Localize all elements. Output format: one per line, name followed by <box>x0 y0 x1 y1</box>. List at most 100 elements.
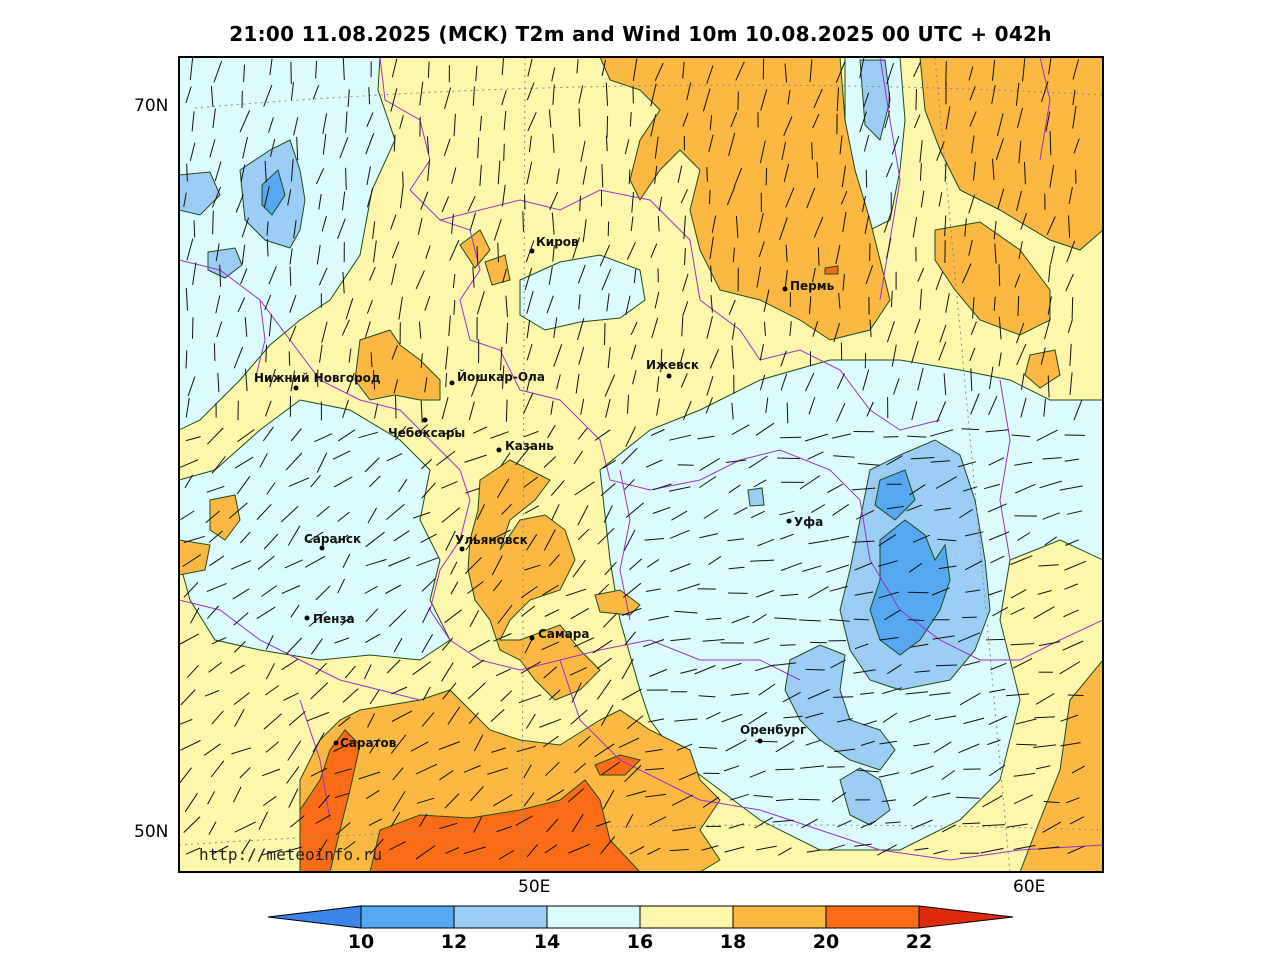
wind-barb <box>706 65 714 84</box>
wind-barb <box>573 762 587 774</box>
wind-barb <box>656 376 660 393</box>
wind-barb <box>501 184 506 207</box>
wind-barb <box>524 564 541 571</box>
wind-barb <box>206 582 227 593</box>
wind-barb <box>395 395 397 419</box>
wind-barb <box>879 740 898 745</box>
wind-barb <box>464 557 482 574</box>
wind-barb <box>467 195 476 212</box>
wind-barb <box>417 217 423 235</box>
wind-barb <box>497 604 513 624</box>
wind-barb <box>487 767 509 775</box>
wind-barb <box>217 372 220 393</box>
wind-barb <box>600 704 614 726</box>
wind-barb <box>668 486 691 492</box>
wind-barb <box>374 403 379 419</box>
wind-barb <box>240 268 248 285</box>
wind-barb <box>333 741 353 752</box>
wind-barb <box>342 271 345 294</box>
lon-label-50e: 50E <box>518 877 551 897</box>
wind-barb <box>938 192 943 207</box>
wind-barb <box>779 510 795 516</box>
wind-barb <box>1067 845 1085 854</box>
wind-barb <box>721 662 742 670</box>
wind-barb <box>753 795 773 798</box>
wind-barb <box>630 216 634 232</box>
wind-barb <box>288 477 310 487</box>
wind-barb <box>914 670 931 673</box>
wind-barb <box>965 589 981 593</box>
wind-barb <box>932 635 955 640</box>
wind-barb <box>386 453 403 462</box>
wind-barb <box>886 237 892 259</box>
wind-barb <box>441 637 454 651</box>
wind-barb <box>287 189 292 206</box>
wind-barb <box>801 818 818 829</box>
wind-barb <box>1016 743 1037 746</box>
wind-barb <box>1015 82 1020 106</box>
wind-barb <box>592 639 613 654</box>
wind-barb <box>345 111 348 133</box>
wind-barb <box>883 436 899 438</box>
wind-barb <box>415 424 429 436</box>
wind-barb <box>343 840 356 851</box>
wind-barb <box>215 295 221 314</box>
wind-barb <box>189 142 196 161</box>
wind-barb <box>179 510 195 521</box>
wind-barb <box>467 581 484 594</box>
wind-barb <box>854 843 872 847</box>
wind-barb <box>1041 80 1049 102</box>
colorbar-tick-20: 20 <box>812 931 840 953</box>
wind-barb <box>909 484 926 496</box>
wind-barb <box>973 161 976 181</box>
wind-barb <box>415 270 425 290</box>
wind-barb <box>451 167 457 184</box>
wind-barb <box>852 540 875 543</box>
wind-barb <box>316 245 321 265</box>
wind-barb <box>754 816 774 829</box>
wind-barb <box>730 112 738 128</box>
wind-barb <box>855 509 875 520</box>
wind-barb <box>293 117 299 136</box>
wind-barb <box>683 215 686 239</box>
wind-barb <box>811 142 813 160</box>
wind-barb <box>490 709 505 722</box>
wind-barb <box>886 505 904 510</box>
wind-barb <box>526 343 533 361</box>
wind-barb <box>816 161 819 179</box>
wind-barb <box>805 712 824 719</box>
wind-barb <box>1045 111 1051 132</box>
wind-barb <box>860 820 877 829</box>
wind-barb <box>674 718 698 722</box>
wind-barb <box>1020 397 1027 418</box>
wind-barb <box>931 587 950 596</box>
wind-barb <box>556 374 561 390</box>
wind-barb <box>551 212 555 235</box>
wind-barb <box>1014 461 1033 466</box>
wind-barb <box>476 504 485 520</box>
wind-barb <box>289 815 305 828</box>
wind-barb <box>856 769 880 773</box>
wind-barb <box>500 452 511 467</box>
wind-barb <box>419 813 428 827</box>
wind-barb <box>804 433 829 442</box>
wind-barb <box>244 317 248 337</box>
wind-barb <box>393 637 403 653</box>
wind-barb <box>578 735 591 748</box>
wind-barb <box>1049 164 1055 188</box>
wind-barb <box>290 370 296 392</box>
colorbar-bin-16-18 <box>639 905 734 929</box>
wind-barb <box>369 838 384 855</box>
wind-barb <box>287 740 302 761</box>
wind-barb <box>699 476 717 488</box>
wind-barb <box>415 845 436 860</box>
wind-barb <box>962 822 981 825</box>
wind-barb <box>491 555 503 576</box>
wind-barb <box>808 396 816 415</box>
wind-barb <box>492 579 503 592</box>
wind-barb <box>808 539 829 545</box>
wind-barb <box>206 427 224 445</box>
wind-barbs <box>179 57 1087 860</box>
wind-barb <box>335 534 349 544</box>
wind-barb <box>268 266 277 285</box>
